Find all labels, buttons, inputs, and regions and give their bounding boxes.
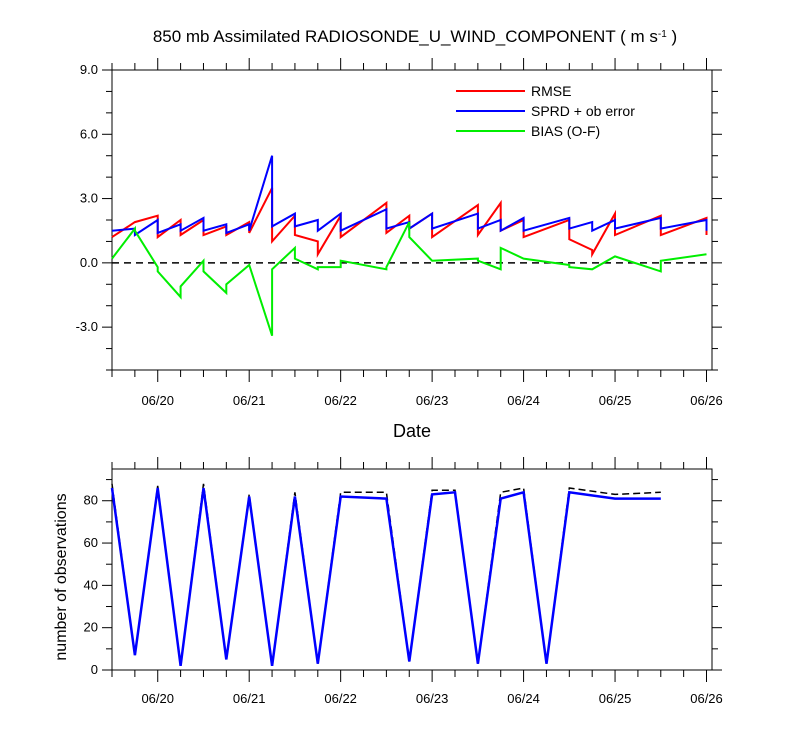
legend: RMSE SPRD + ob error BIAS (O-F) [456,83,635,139]
bottom-plot-ticks [102,457,722,682]
y-tick-label: 6.0 [80,126,98,141]
chart-title-exponent: -1 [658,29,667,40]
top-plot-ticks [102,58,722,382]
x-tick-label: 06/23 [416,691,449,706]
x-tick-label: 06/22 [324,393,357,408]
top-plot-series [111,155,712,337]
y-tick-label: 60 [84,535,98,550]
legend-sprd-label: SPRD + ob error [531,103,635,119]
top-plot-tick-labels: 06/20 06/21 06/22 06/23 06/24 06/25 06/26 9.0 6.… [76,62,723,408]
x-tick-label: 06/21 [233,691,266,706]
x-tick-label: 06/26 [690,691,723,706]
y-tick-label: 9.0 [80,62,98,77]
y-tick-label: 40 [84,577,98,592]
x-tick-label: 06/21 [233,393,266,408]
x-tick-label: 06/24 [507,691,540,706]
legend-bias-label: BIAS (O-F) [531,123,600,139]
series-sprd-ob-error [111,155,708,237]
series-assimilated-observations [110,487,661,666]
x-tick-label: 06/25 [599,393,632,408]
x-tick-label: 06/24 [507,393,540,408]
y-tick-label: 0.0 [80,255,98,270]
legend-rmse-label: RMSE [531,83,571,99]
bottom-plot-frame [111,468,713,671]
y-tick-label: 20 [84,620,98,635]
x-tick-label: 06/25 [599,691,632,706]
chart-title: 850 mb Assimilated RADIOSONDE_U_WIND_COM… [153,27,677,46]
y-axis-title-observations: number of observations [53,493,70,660]
y-tick-label: 80 [84,493,98,508]
x-tick-label: 06/20 [141,691,174,706]
x-tick-label: 06/22 [324,691,357,706]
bottom-plot-tick-labels: 06/20 06/21 06/22 06/23 06/24 06/25 06/26 0 20 40… [84,493,723,706]
bottom-plot-series [110,483,661,666]
chart-title-main: 850 mb Assimilated RADIOSONDE_U_WIND_COM… [153,27,658,46]
x-tick-label: 06/23 [416,393,449,408]
y-tick-label: 3.0 [80,191,98,206]
series-bias-o-f [111,221,707,337]
x-tick-label: 06/26 [690,393,723,408]
y-tick-label: -3.0 [76,319,98,334]
y-tick-label: 0 [91,662,98,677]
x-axis-title: Date [393,421,431,441]
series-total-observations [111,483,661,666]
x-tick-label: 06/20 [141,393,174,408]
chart-title-tail: ) [667,27,677,46]
